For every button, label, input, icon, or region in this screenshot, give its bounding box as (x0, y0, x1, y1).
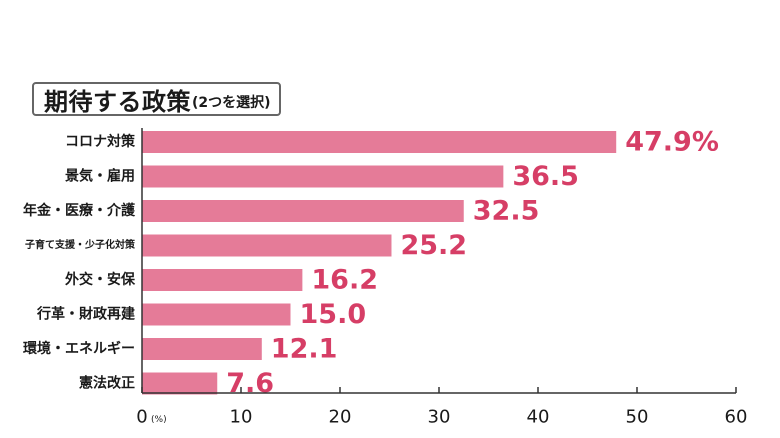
value-label-1: 47.9% (625, 127, 719, 158)
x-tick-label-40: 40 (527, 407, 550, 428)
category-label-2: 景気・雇用 (65, 168, 135, 185)
chart-title: 期待する政策 (44, 87, 191, 116)
bar-6 (142, 303, 291, 326)
x-tick-label-30: 30 (428, 407, 451, 428)
bar-2 (142, 165, 504, 188)
bar-7 (142, 338, 262, 360)
value-label-5: 16.2 (311, 265, 378, 296)
x-tick-label-50: 50 (626, 407, 649, 428)
x-tick-label-20: 20 (329, 407, 352, 428)
value-label-3: 32.5 (473, 196, 540, 227)
category-label-3: 年金・医療・介護 (23, 202, 136, 219)
category-label-1: コロナ対策 (65, 133, 136, 150)
x-tick-label-0: 0 (136, 407, 147, 428)
value-label-8: 7.6 (226, 368, 274, 399)
value-label-2: 36.5 (512, 161, 579, 192)
value-label-7: 12.1 (271, 334, 338, 365)
bars-group (142, 131, 617, 395)
category-label-5: 外交・安保 (65, 271, 136, 288)
value-labels: 47.9% 36.5 32.525.2 16.215.0 12.17.6 (226, 127, 719, 400)
bar-1 (142, 131, 617, 153)
chart-title-box: 期待する政策 (2つを選択) (32, 82, 281, 116)
x-tick-label-10: 10 (230, 407, 253, 428)
x-axis-unit: (%) (151, 415, 167, 425)
category-label-6: 行革・財政再建 (36, 306, 135, 323)
category-label-8: 憲法改正 (78, 375, 135, 392)
value-label-4: 25.2 (400, 230, 467, 261)
bar-8 (142, 372, 218, 395)
category-labels: コロナ対策景気・雇用年金・医療・介護子育て支援・少子化対策外交・安保行革・財政再… (23, 133, 136, 392)
chart-subtitle: (2つを選択) (192, 95, 271, 111)
x-tick-label-60: 60 (725, 407, 748, 428)
bar-3 (142, 200, 464, 222)
x-axis-ticks: 0 10 20 30 40 50 60 (136, 387, 747, 428)
bar-5 (142, 269, 303, 291)
value-label-6: 15.0 (300, 299, 367, 330)
bar-4 (142, 234, 392, 257)
category-label-7: 環境・エネルギー (23, 340, 135, 357)
category-label-4: 子育て支援・少子化対策 (25, 238, 136, 251)
